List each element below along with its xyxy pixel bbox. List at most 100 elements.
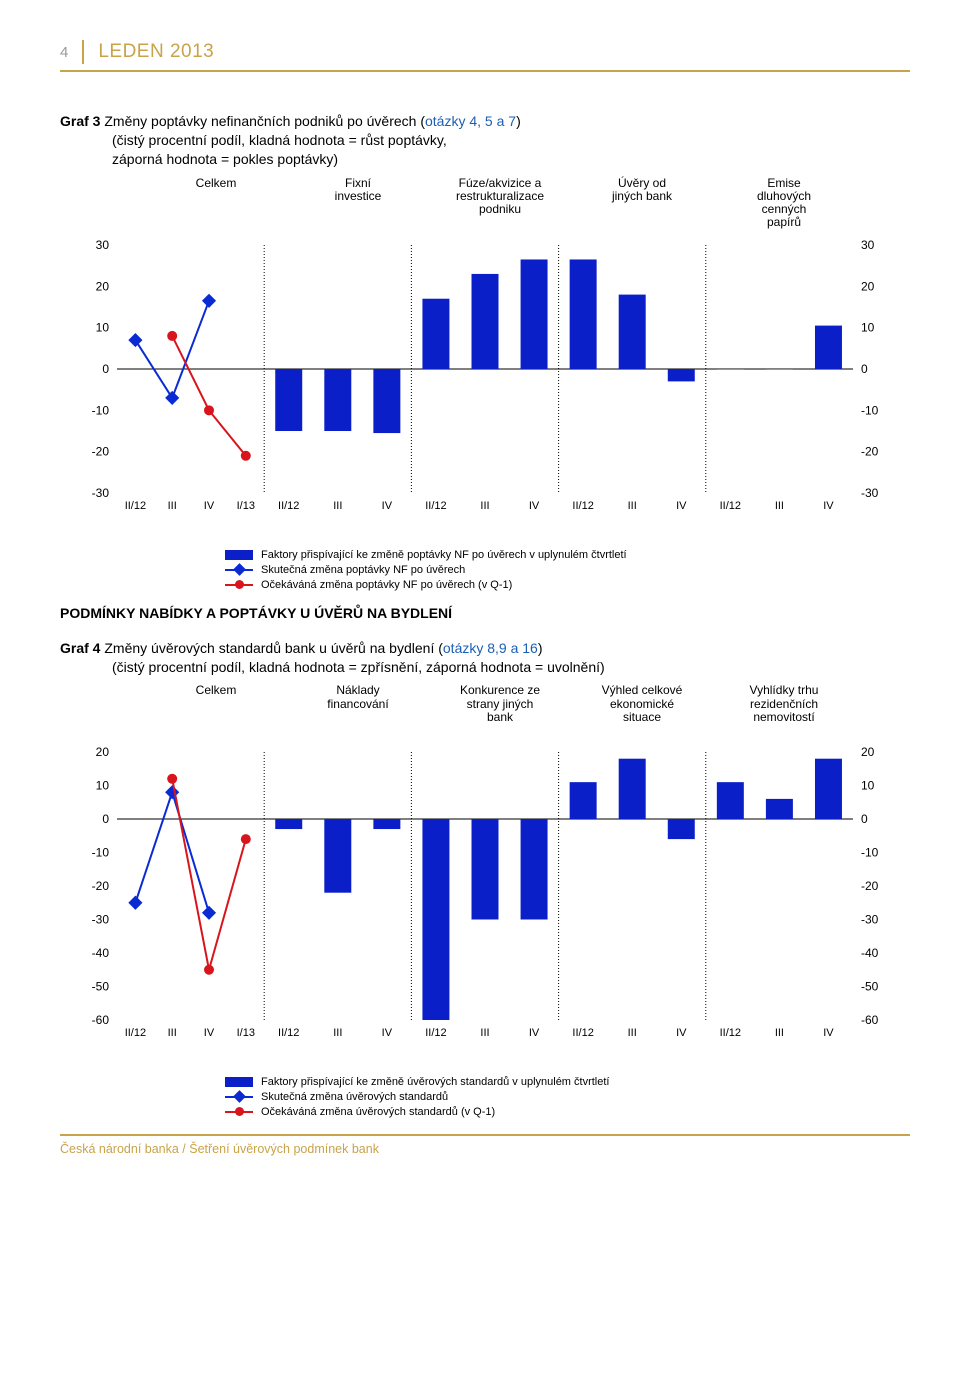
svg-text:IV: IV (529, 1027, 540, 1039)
section2-title: PODMÍNKY NABÍDKY A POPTÁVKY U ÚVĚRŮ NA B… (60, 605, 910, 621)
svg-text:IV: IV (676, 500, 687, 512)
legend-label: Skutečná změna úvěrových standardů (261, 1091, 448, 1103)
svg-text:-60: -60 (861, 1013, 879, 1027)
legend-label: Očekáváná změna úvěrových standardů (v Q… (261, 1106, 495, 1118)
svg-text:10: 10 (96, 320, 110, 334)
svg-text:III: III (480, 1027, 489, 1039)
svg-text:-20: -20 (92, 444, 110, 458)
svg-text:20: 20 (96, 745, 110, 759)
svg-text:IV: IV (823, 500, 834, 512)
legend-item: Očekáváná změna poptávky NF po úvěrech (… (225, 579, 745, 591)
graf3-chart: CelkemFixníinvesticeFúze/akvizice arestr… (75, 199, 895, 519)
legend-label: Očekáváná změna poptávky NF po úvěrech (… (261, 579, 512, 591)
footer-text: Česká národní banka / Šetření úvěrových … (60, 1142, 910, 1156)
svg-text:II/12: II/12 (125, 1027, 146, 1039)
svg-text:II/12: II/12 (278, 1027, 299, 1039)
svg-text:-30: -30 (861, 913, 879, 927)
svg-text:-50: -50 (92, 980, 110, 994)
svg-text:IV: IV (823, 1027, 834, 1039)
svg-text:II/12: II/12 (720, 1027, 741, 1039)
header-title: LEDEN 2013 (98, 41, 214, 63)
graf3-subtitle: (čistý procentní podíl, kladná hodnota =… (60, 131, 910, 169)
svg-text:-10: -10 (861, 403, 879, 417)
svg-text:-20: -20 (861, 444, 879, 458)
legend-swatch-bars (225, 550, 253, 560)
svg-text:-30: -30 (861, 486, 879, 500)
svg-text:I/13: I/13 (237, 1027, 255, 1039)
legend-label: Faktory přispívající ke změně poptávky N… (261, 549, 627, 561)
svg-text:IV: IV (204, 500, 215, 512)
legend-line-expected (225, 1111, 253, 1113)
legend-line-actual (225, 1096, 253, 1098)
svg-text:II/12: II/12 (278, 500, 299, 512)
legend-item: Skutečná změna poptávky NF po úvěrech (225, 564, 745, 576)
svg-text:II/12: II/12 (572, 1027, 593, 1039)
svg-text:-50: -50 (861, 980, 879, 994)
svg-text:III: III (168, 1027, 177, 1039)
graf4-legend: Faktory přispívající ke změně úvěrových … (225, 1076, 745, 1118)
svg-text:-60: -60 (92, 1013, 110, 1027)
svg-text:III: III (775, 500, 784, 512)
graf3-rest: Změny poptávky nefinančních podniků po ú… (100, 113, 425, 129)
svg-text:III: III (775, 1027, 784, 1039)
graf3-tail: ) (516, 113, 521, 129)
footer-rule (60, 1134, 910, 1136)
svg-text:-20: -20 (92, 879, 110, 893)
svg-text:-10: -10 (92, 403, 110, 417)
graf3-title: Graf 3 Změny poptávky nefinančních podni… (60, 112, 910, 169)
svg-text:0: 0 (102, 812, 109, 826)
graf3-link: otázky 4, 5 a 7 (425, 113, 516, 129)
svg-text:10: 10 (96, 779, 110, 793)
legend-item: Faktory přispívající ke změně poptávky N… (225, 549, 745, 561)
svg-text:30: 30 (96, 238, 110, 252)
svg-text:-30: -30 (92, 486, 110, 500)
svg-text:II/12: II/12 (425, 1027, 446, 1039)
svg-text:III: III (168, 500, 177, 512)
svg-text:10: 10 (861, 779, 875, 793)
svg-text:III: III (333, 500, 342, 512)
svg-text:IV: IV (204, 1027, 215, 1039)
graf3-legend: Faktory přispívající ke změně poptávky N… (225, 549, 745, 591)
svg-text:IV: IV (676, 1027, 687, 1039)
svg-text:IV: IV (529, 500, 540, 512)
legend-item: Faktory přispívající ke změně úvěrových … (225, 1076, 745, 1088)
svg-text:III: III (333, 1027, 342, 1039)
legend-item: Očekáváná změna úvěrových standardů (v Q… (225, 1106, 745, 1118)
svg-text:30: 30 (861, 238, 875, 252)
svg-text:I/13: I/13 (237, 500, 255, 512)
graf4-title: Graf 4 Změny úvěrových standardů bank u … (60, 639, 910, 677)
svg-text:II/12: II/12 (125, 500, 146, 512)
graf4-chart: CelkemNákladyfinancováníKonkurence zestr… (75, 706, 895, 1046)
svg-text:-10: -10 (861, 846, 879, 860)
graf3-category-labels: CelkemFixníinvesticeFúze/akvizice arestr… (145, 177, 855, 230)
svg-text:IV: IV (382, 500, 393, 512)
svg-text:II/12: II/12 (572, 500, 593, 512)
legend-label: Faktory přispívající ke změně úvěrových … (261, 1076, 609, 1088)
graf4-subtitle: (čistý procentní podíl, kladná hodnota =… (60, 658, 910, 677)
svg-text:-20: -20 (861, 879, 879, 893)
header-rule (60, 70, 910, 72)
graf4-link: otázky 8,9 a 16 (443, 640, 538, 656)
graf4-bold: Graf 4 (60, 640, 100, 656)
graf3-bold: Graf 3 (60, 113, 100, 129)
graf4-category-labels: CelkemNákladyfinancováníKonkurence zestr… (145, 684, 855, 724)
legend-swatch-bars (225, 1077, 253, 1087)
svg-text:0: 0 (102, 362, 109, 376)
legend-item: Skutečná změna úvěrových standardů (225, 1091, 745, 1103)
svg-text:20: 20 (861, 745, 875, 759)
svg-text:IV: IV (382, 1027, 393, 1039)
svg-text:III: III (628, 1027, 637, 1039)
svg-text:II/12: II/12 (720, 500, 741, 512)
svg-text:-40: -40 (861, 946, 879, 960)
svg-text:10: 10 (861, 320, 875, 334)
svg-text:-30: -30 (92, 913, 110, 927)
svg-text:III: III (628, 500, 637, 512)
page-number: 4 (60, 44, 68, 61)
page-header: 4 LEDEN 2013 (60, 40, 910, 64)
svg-text:20: 20 (96, 279, 110, 293)
svg-text:-10: -10 (92, 846, 110, 860)
svg-text:20: 20 (861, 279, 875, 293)
header-bar (82, 40, 84, 64)
svg-text:-40: -40 (92, 946, 110, 960)
graf4-rest: Změny úvěrových standardů bank u úvěrů n… (100, 640, 442, 656)
